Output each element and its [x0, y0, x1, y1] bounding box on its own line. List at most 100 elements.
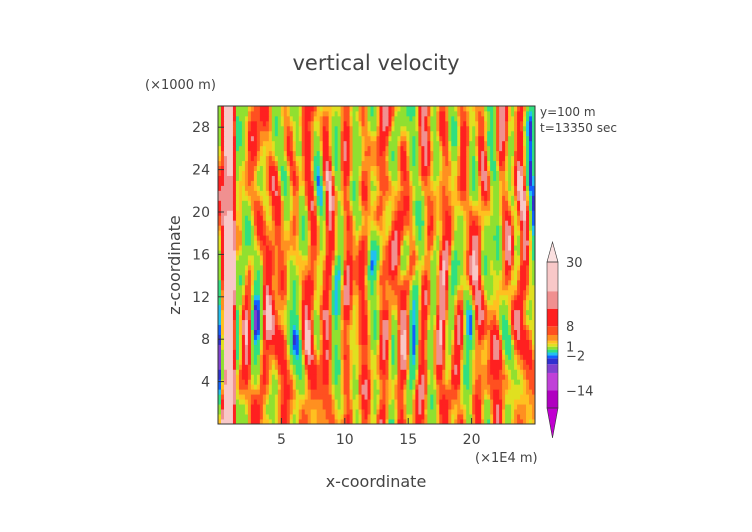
heatmap-cell: [271, 200, 276, 206]
heatmap-cell: [499, 304, 503, 311]
heatmap-cell: [355, 354, 359, 360]
heatmap-cell: [265, 279, 270, 286]
heatmap-cell: [409, 399, 413, 405]
heatmap-cell: [268, 245, 273, 251]
heatmap-cell: [430, 220, 434, 226]
heatmap-cell: [409, 250, 413, 256]
heatmap-cell: [268, 274, 273, 281]
heatmap-cell: [394, 230, 398, 236]
heatmap-cell: [310, 354, 315, 360]
heatmap-cell: [289, 265, 294, 271]
heatmap-cell: [301, 250, 306, 256]
heatmap-cell: [496, 359, 500, 365]
heatmap-cell: [325, 269, 330, 276]
heatmap-cell: [316, 394, 321, 400]
heatmap-cell: [496, 374, 500, 380]
heatmap-cell: [292, 414, 297, 420]
heatmap-cell: [310, 389, 315, 395]
heatmap-cell: [502, 364, 506, 370]
heatmap-cell: [451, 354, 455, 360]
heatmap-cell: [427, 245, 431, 251]
heatmap-cell: [298, 250, 303, 256]
heatmap-cell: [334, 404, 339, 410]
heatmap-cell: [460, 349, 464, 355]
heatmap-cell: [325, 215, 330, 221]
heatmap-cell: [268, 394, 273, 400]
heatmap-cell: [442, 274, 446, 281]
heatmap-cell: [439, 274, 443, 281]
heatmap-cell: [427, 269, 431, 276]
heatmap-cell: [343, 309, 347, 316]
heatmap-cell: [262, 255, 267, 261]
heatmap-cell: [460, 414, 464, 420]
heatmap-cell: [451, 284, 455, 291]
heatmap-cell: [418, 269, 422, 276]
heatmap-cell: [493, 274, 497, 281]
heatmap-cell: [409, 364, 413, 370]
heatmap-cell: [493, 364, 497, 370]
heatmap-cell: [268, 349, 273, 355]
heatmap-cell: [394, 225, 398, 231]
heatmap-cell: [238, 200, 243, 206]
heatmap-cell: [313, 334, 318, 340]
heatmap-cell: [364, 314, 368, 321]
heatmap-cell: [313, 230, 318, 236]
heatmap-cell: [397, 354, 401, 360]
heatmap-cell: [292, 195, 297, 201]
heatmap-cell: [310, 245, 315, 251]
heatmap-cell: [331, 225, 336, 231]
heatmap-cell: [514, 379, 518, 385]
heatmap-cell: [517, 344, 521, 350]
heatmap-cell: [430, 245, 434, 251]
heatmap-cell: [445, 255, 449, 261]
heatmap-cell: [400, 309, 404, 316]
heatmap-cell: [499, 289, 503, 296]
heatmap-cell: [385, 344, 389, 350]
heatmap-cell: [238, 404, 243, 410]
heatmap-cell: [493, 230, 497, 236]
heatmap-cell: [220, 349, 225, 355]
heatmap-cell: [283, 409, 288, 415]
heatmap-cell: [520, 269, 524, 276]
heatmap-cell: [409, 304, 413, 311]
heatmap-cell: [394, 314, 398, 321]
heatmap-cell: [250, 419, 255, 424]
heatmap-cell: [400, 190, 404, 196]
heatmap-cell: [340, 255, 344, 261]
heatmap-cell: [313, 225, 318, 231]
heatmap-cell: [325, 319, 330, 326]
heatmap-cell: [271, 349, 276, 355]
heatmap-cell: [352, 354, 356, 360]
heatmap-cell: [250, 349, 255, 355]
heatmap-cell: [532, 349, 535, 355]
heatmap-cell: [460, 255, 464, 261]
heatmap-cell: [247, 394, 252, 400]
heatmap-cell: [406, 329, 410, 335]
heatmap-cell: [430, 294, 434, 301]
heatmap-cell: [226, 364, 231, 370]
heatmap-cell: [412, 269, 416, 276]
heatmap-cell: [238, 399, 243, 405]
heatmap-cell: [310, 210, 315, 216]
heatmap-cell: [466, 245, 470, 251]
heatmap-cell: [391, 220, 395, 226]
heatmap-cell: [334, 304, 339, 311]
heatmap-cell: [253, 195, 258, 201]
heatmap-cell: [331, 304, 336, 311]
heatmap-cell: [364, 359, 368, 365]
heatmap-cell: [520, 215, 524, 221]
heatmap-cell: [439, 304, 443, 311]
heatmap-cell: [442, 399, 446, 405]
heatmap-cell: [457, 359, 461, 365]
heatmap-cell: [379, 245, 383, 251]
heatmap-cell: [280, 314, 285, 321]
heatmap-cell: [355, 369, 359, 375]
heatmap-cell: [466, 414, 470, 420]
heatmap-cell: [496, 334, 500, 340]
heatmap-cell: [484, 190, 488, 196]
heatmap-cell: [334, 349, 339, 355]
heatmap-cell: [340, 374, 344, 380]
heatmap-cell: [508, 374, 512, 380]
heatmap-cell: [340, 369, 344, 375]
heatmap-cell: [280, 374, 285, 380]
